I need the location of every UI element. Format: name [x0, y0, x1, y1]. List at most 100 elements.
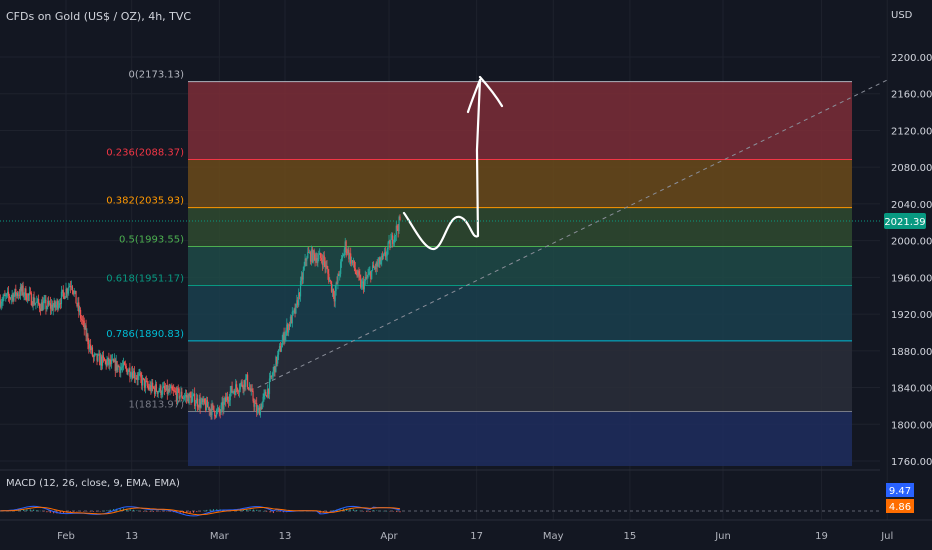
- candle-body: [246, 374, 248, 379]
- macd-histogram-bar: [276, 511, 278, 512]
- candle-body: [16, 293, 18, 296]
- candle-body: [219, 412, 221, 414]
- candle-body: [319, 252, 322, 258]
- fib-zone: [188, 340, 852, 412]
- current-price-badge-bg: [884, 212, 926, 229]
- macd-histogram-bar: [39, 510, 41, 512]
- candle-body: [73, 291, 75, 294]
- candle-body: [371, 270, 373, 279]
- candle-body: [202, 399, 204, 403]
- macd-histogram-bar: [76, 511, 78, 512]
- candle-body: [272, 371, 274, 376]
- candle-body: [337, 274, 339, 283]
- candle-body: [320, 257, 323, 261]
- fib-level-label: 0.382(2035.93): [106, 196, 184, 207]
- candle-body: [11, 294, 13, 297]
- candle-body: [336, 282, 338, 284]
- candle-body: [24, 288, 26, 295]
- candle-body: [8, 295, 11, 299]
- macd-histogram-bar: [256, 509, 258, 511]
- candle-body: [147, 385, 149, 388]
- candle-body: [173, 390, 175, 392]
- candle-body: [100, 356, 103, 366]
- candle-body: [285, 330, 287, 336]
- macd-histogram-bar: [392, 511, 394, 512]
- price-tick-label: 1880.00: [891, 347, 932, 358]
- candle-body: [301, 276, 303, 280]
- candle-body: [299, 292, 301, 297]
- candle-body: [230, 386, 232, 392]
- candle-body: [349, 253, 351, 260]
- candle-body: [187, 395, 189, 404]
- candle-body: [321, 260, 324, 265]
- macd-histogram-bar: [339, 508, 341, 511]
- candle-body: [211, 404, 213, 416]
- candle-body: [190, 395, 192, 403]
- candle-body: [56, 300, 58, 306]
- candle-body: [384, 252, 386, 257]
- candle-body: [242, 385, 244, 390]
- time-tick-label: 15: [624, 531, 637, 542]
- macd-histogram-bar: [216, 509, 218, 511]
- time-axis[interactable]: Feb 13 Mar 13 Apr 17 May 15 Jun 19 Jul: [57, 531, 893, 542]
- macd-histogram-bar: [86, 511, 88, 512]
- candle-body: [116, 361, 118, 371]
- price-tick-label: 2040.00: [891, 200, 932, 211]
- candle-body: [152, 382, 154, 388]
- candle-body: [225, 397, 227, 402]
- macd-histogram-bar: [269, 511, 271, 513]
- candle-body: [126, 368, 128, 375]
- candle-body: [288, 324, 291, 327]
- price-axis[interactable]: 2200.00 2160.00 2120.00 2080.00 2040.00 2000.…: [891, 53, 932, 468]
- candle-body: [153, 387, 155, 389]
- candle-body: [34, 303, 36, 305]
- candle-body: [68, 287, 70, 291]
- candle-body: [245, 378, 247, 387]
- candle-body: [125, 365, 127, 369]
- fib-fills: [188, 81, 852, 466]
- candles: [0, 214, 401, 420]
- candle-body: [128, 368, 130, 372]
- macd-histogram-bar: [59, 511, 61, 514]
- candle-body: [134, 377, 136, 379]
- macd-histogram-bar: [189, 511, 191, 514]
- candle-body: [144, 380, 146, 388]
- candle-body: [275, 356, 277, 373]
- candle-body: [343, 249, 345, 256]
- candle-body: [284, 335, 286, 342]
- candle-body: [120, 367, 122, 373]
- candle-body: [185, 395, 188, 398]
- candle-body: [76, 303, 78, 307]
- candle-body: [47, 300, 49, 308]
- candle-body: [392, 242, 395, 244]
- macd-histogram-bar: [309, 511, 311, 512]
- candle-body: [328, 273, 330, 282]
- macd-histogram-bar: [319, 511, 321, 514]
- candle-body: [274, 366, 276, 373]
- candle-body: [160, 385, 162, 396]
- candle-body: [200, 402, 202, 408]
- price-tick-label: 1760.00: [891, 457, 932, 468]
- candle-body: [155, 384, 157, 392]
- candle-body: [209, 409, 211, 412]
- macd-histogram-bar: [196, 511, 198, 513]
- candle-body: [331, 288, 334, 292]
- macd-histogram-bar: [282, 511, 284, 513]
- candle-body: [216, 409, 219, 411]
- candle-body: [362, 281, 365, 290]
- candle-body: [48, 300, 50, 305]
- candle-body: [111, 359, 114, 361]
- candle-body: [40, 302, 42, 311]
- macd-histogram-bar: [26, 509, 28, 511]
- macd-indicator-label[interactable]: MACD (12, 26, close, 9, EMA, EMA): [6, 478, 180, 489]
- candle-body: [143, 378, 146, 388]
- candle-body: [109, 359, 111, 365]
- candle-body: [38, 304, 41, 309]
- candle-body: [204, 398, 206, 404]
- candle-body: [157, 391, 159, 394]
- macd-histogram-bar: [139, 511, 141, 512]
- currency-label: USD: [891, 10, 913, 21]
- macd-histogram-bar: [349, 508, 351, 511]
- candle-body: [243, 380, 245, 390]
